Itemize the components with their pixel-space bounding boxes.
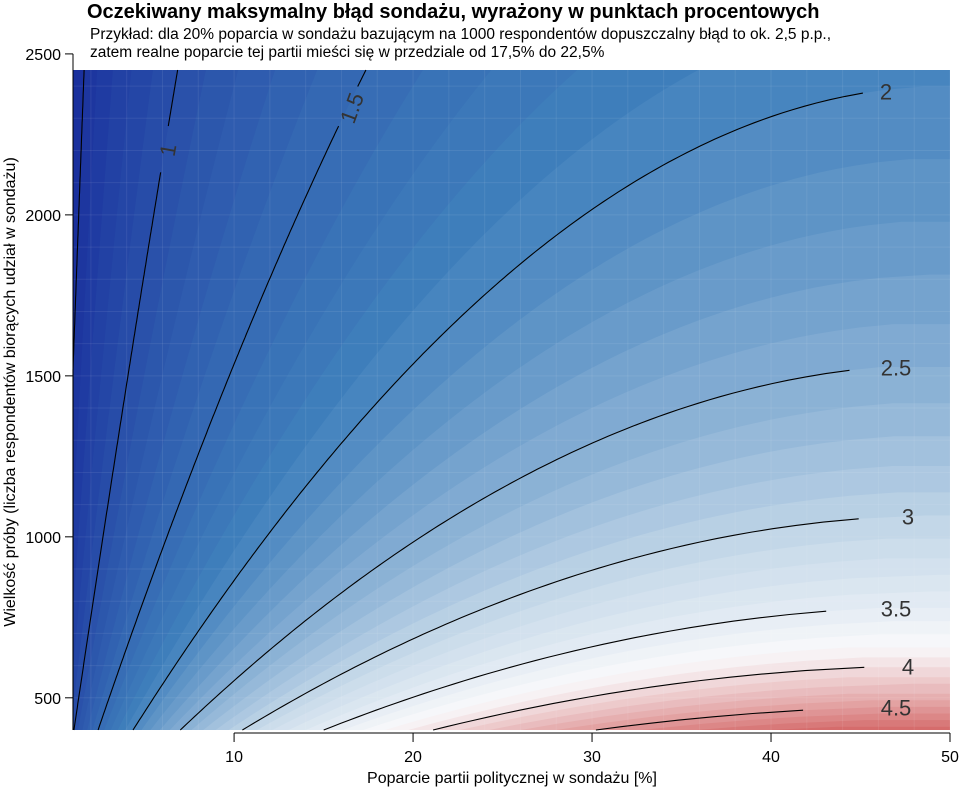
x-tick-label: 50	[941, 749, 959, 766]
contour-label: 1	[155, 142, 182, 158]
contour-labels: 11.5 22.533.544.5	[155, 80, 914, 721]
contour-lines	[72, 69, 923, 731]
contour-label: 2	[880, 80, 892, 105]
x-tick-label: 20	[404, 749, 422, 766]
contour-line	[73, 69, 179, 731]
y-tick-label: 500	[34, 691, 61, 708]
y-tick-label: 1000	[25, 530, 61, 547]
contour-band	[770, 726, 950, 730]
chart-subtitle-line-1: Przykład: dla 20% poparcia w sondażu baz…	[90, 26, 831, 43]
contour-line	[432, 666, 865, 731]
y-tick-label: 2000	[25, 208, 61, 225]
x-tick-label: 40	[762, 749, 780, 766]
contour-label: 4.5	[881, 696, 912, 721]
y-tick-label: 1500	[25, 369, 61, 386]
x-tick-label: 30	[583, 749, 601, 766]
contour-line	[179, 369, 850, 731]
contour-label: 2.5	[881, 356, 912, 381]
contour-label: 3.5	[881, 597, 912, 622]
chart-title: Oczekiwany maksymalny błąd sondażu, wyra…	[87, 1, 819, 23]
x-axis-label: Poparcie partii politycznej w sondażu [%…	[367, 770, 657, 787]
contour-line	[97, 69, 367, 731]
axes: 500 1000 1500 2000 2500 10 20 30 40 50	[25, 47, 959, 766]
contour-line	[595, 709, 804, 731]
x-tick-label: 10	[225, 749, 243, 766]
chart-subtitle-line-2: zatem realne poparcie tej partii mieści …	[90, 44, 605, 61]
contour-label: 4	[902, 655, 914, 680]
contour-fill-bands	[73, 70, 951, 731]
contour-line	[323, 610, 827, 731]
y-axis-label: Wielkość próby (liczba respondentów bior…	[2, 157, 19, 627]
y-tick-label: 2500	[25, 47, 61, 64]
contour-label: 3	[902, 505, 914, 530]
contour-line	[242, 518, 859, 731]
